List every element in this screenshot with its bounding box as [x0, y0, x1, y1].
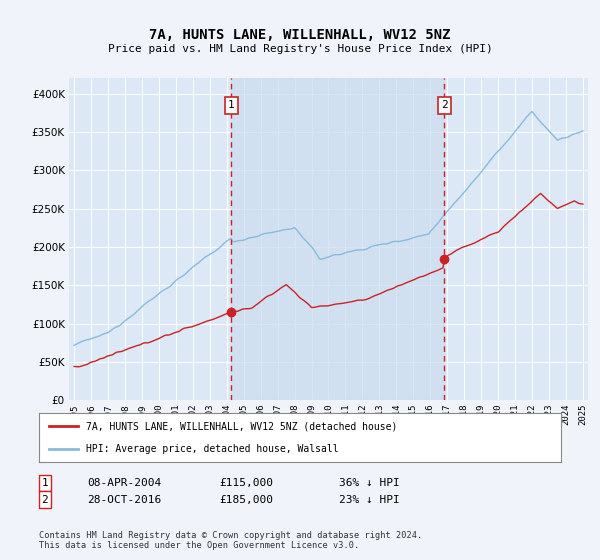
Text: 2: 2	[441, 100, 448, 110]
Text: 1: 1	[41, 478, 49, 488]
Text: 1: 1	[228, 100, 235, 110]
Text: HPI: Average price, detached house, Walsall: HPI: Average price, detached house, Wals…	[86, 444, 338, 454]
Text: 08-APR-2004: 08-APR-2004	[87, 478, 161, 488]
Bar	[232, 78, 445, 400]
Text: 7A, HUNTS LANE, WILLENHALL, WV12 5NZ: 7A, HUNTS LANE, WILLENHALL, WV12 5NZ	[149, 28, 451, 42]
Text: Contains HM Land Registry data © Crown copyright and database right 2024.
This d: Contains HM Land Registry data © Crown c…	[39, 531, 422, 550]
Text: £185,000: £185,000	[219, 494, 273, 505]
Text: 7A, HUNTS LANE, WILLENHALL, WV12 5NZ (detached house): 7A, HUNTS LANE, WILLENHALL, WV12 5NZ (de…	[86, 421, 397, 431]
Text: Price paid vs. HM Land Registry's House Price Index (HPI): Price paid vs. HM Land Registry's House …	[107, 44, 493, 54]
Text: 2: 2	[41, 494, 49, 505]
Text: 23% ↓ HPI: 23% ↓ HPI	[339, 494, 400, 505]
Text: £115,000: £115,000	[219, 478, 273, 488]
Text: 36% ↓ HPI: 36% ↓ HPI	[339, 478, 400, 488]
Text: 28-OCT-2016: 28-OCT-2016	[87, 494, 161, 505]
